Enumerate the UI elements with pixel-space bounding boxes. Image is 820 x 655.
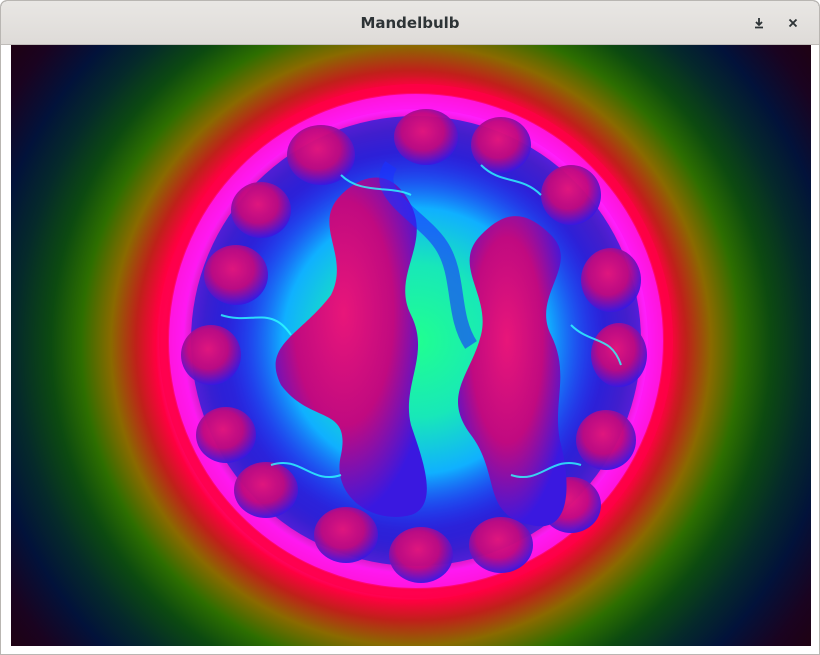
close-icon <box>788 18 798 28</box>
window-border-right <box>811 45 819 646</box>
minimize-button[interactable] <box>748 12 770 34</box>
close-button[interactable] <box>782 12 804 34</box>
fractal-render-canvas[interactable] <box>11 45 811 646</box>
fractal-render-image <box>151 76 681 606</box>
window-border-left <box>1 45 11 646</box>
title-bar[interactable]: Mandelbulb <box>1 1 819 45</box>
window-title: Mandelbulb <box>360 14 460 32</box>
window-border-bottom <box>1 646 819 654</box>
minimize-icon <box>755 18 763 29</box>
